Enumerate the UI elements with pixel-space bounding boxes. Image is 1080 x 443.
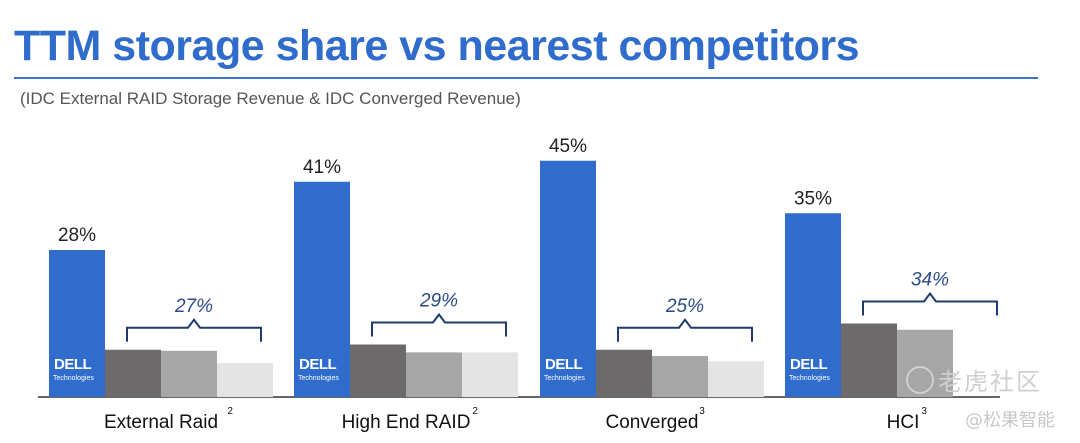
dell-logo-sub-hci: Technologies: [789, 375, 830, 382]
bracket-hci: [862, 291, 998, 316]
dell-logo-sub-external-raid: Technologies: [53, 375, 94, 382]
bar-hci-series-2: [841, 323, 897, 397]
bar-external-raid-series-2: [105, 349, 161, 397]
competitor-total-hci: 34%: [911, 270, 949, 291]
bar-high-end-raid-series-2: [350, 344, 406, 397]
watermark: 老虎社区: [906, 362, 1042, 397]
bar-high-end-raid-series-1: [294, 181, 350, 397]
title-divider: [14, 77, 1038, 79]
bar-converged-series-4: [708, 361, 764, 397]
dell-logo-sub-high-end-raid: Technologies: [298, 375, 339, 382]
competitor-total-high-end-raid: 29%: [419, 291, 458, 312]
category-label-hci: HCI: [887, 412, 920, 433]
dell-logo-hci: DELL: [790, 356, 828, 373]
bar-converged-series-3: [652, 356, 708, 397]
dell-logo-sub-converged: Technologies: [544, 375, 585, 382]
data-label-external-raid: 28%: [58, 225, 96, 246]
chart-title: TTM storage share vs nearest competitors: [14, 22, 860, 70]
bar-external-raid-series-4: [217, 362, 273, 397]
footnote-hci: 3: [921, 406, 927, 417]
category-label-external-raid: External Raid: [104, 412, 218, 433]
category-label-high-end-raid: High End RAID: [342, 412, 471, 433]
bar-high-end-raid-series-4: [462, 352, 518, 397]
competitor-total-external-raid: 27%: [174, 296, 213, 317]
dell-logo-high-end-raid: DELL: [299, 356, 337, 373]
bar-high-end-raid-series-3: [406, 352, 462, 397]
category-label-converged: Converged: [606, 412, 699, 433]
bracket-high-end-raid: [371, 312, 507, 337]
watermark-handle: @松果智能: [965, 410, 1055, 431]
bar-converged-series-2: [596, 349, 652, 397]
watermark-logo-icon: [906, 366, 934, 394]
bracket-external-raid: [126, 318, 262, 342]
chart-subtitle: (IDC External RAID Storage Revenue & IDC…: [20, 89, 521, 108]
bar-external-raid-series-1: [49, 250, 105, 397]
competitor-total-converged: 25%: [665, 296, 704, 317]
bar-converged-series-1: [540, 160, 596, 397]
watermark-text: 老虎社区: [938, 368, 1042, 396]
data-label-high-end-raid: 41%: [303, 157, 341, 178]
data-label-hci: 35%: [794, 188, 832, 209]
footnote-high-end-raid: 2: [472, 406, 478, 417]
footnote-external-raid: 2: [227, 406, 233, 417]
bracket-converged: [617, 318, 753, 342]
data-label-converged: 45%: [549, 136, 587, 157]
dell-logo-external-raid: DELL: [54, 356, 92, 373]
footnote-converged: 3: [699, 406, 705, 417]
bar-external-raid-series-3: [161, 350, 217, 397]
dell-logo-converged: DELL: [545, 356, 583, 373]
bar-hci-series-1: [785, 213, 841, 397]
